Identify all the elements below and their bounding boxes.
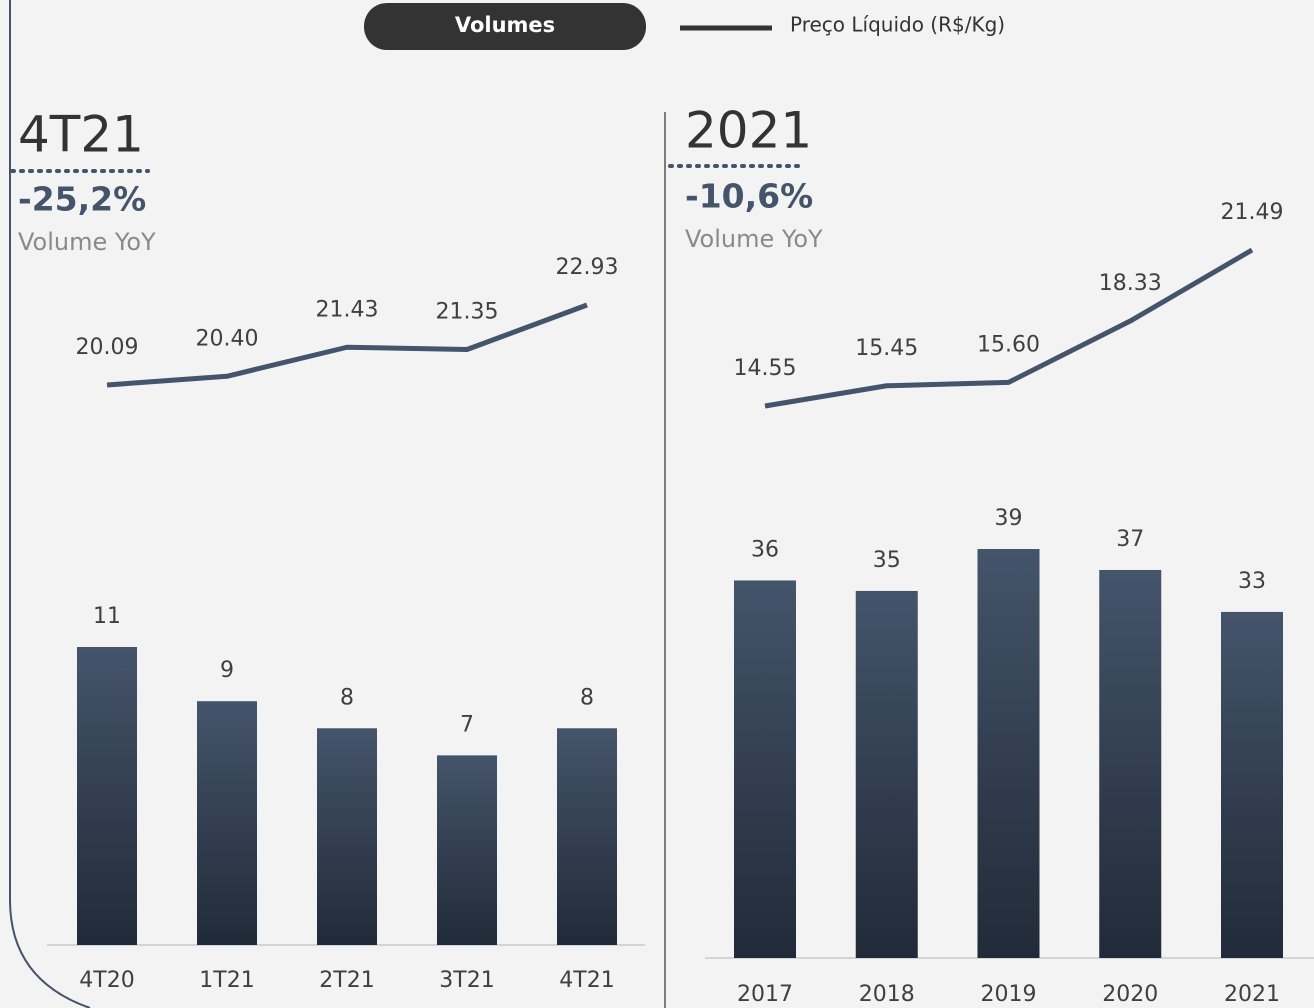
bar	[855, 590, 918, 958]
x-tick-label: 1T21	[199, 968, 254, 993]
bar	[77, 647, 137, 945]
x-tick-label: 2017	[737, 982, 793, 1007]
x-tick-label: 2019	[981, 982, 1037, 1007]
line-label: 14.55	[734, 356, 797, 381]
bar	[1099, 569, 1162, 958]
x-tick-label: 2020	[1102, 982, 1158, 1007]
bar	[1221, 611, 1283, 958]
line-label: 18.33	[1099, 271, 1162, 296]
line-label: 21.43	[316, 297, 379, 322]
bar	[437, 755, 497, 945]
kpi-value: -25,2%	[18, 180, 146, 219]
bar-label: 36	[751, 537, 779, 562]
bar-label: 35	[873, 548, 901, 573]
line	[106, 302, 588, 388]
bar-label: 11	[93, 604, 121, 629]
x-tick-label: 4T20	[79, 968, 134, 993]
kpi-value: -10,6%	[685, 177, 813, 216]
line-label: 20.40	[196, 326, 259, 351]
x-tick-label: 3T21	[439, 968, 494, 993]
kpi-label: Volume YoY	[685, 225, 823, 253]
x-tick-label: 2T21	[319, 968, 374, 993]
kpi-label: Volume YoY	[18, 228, 156, 256]
bar-label: 8	[580, 685, 594, 710]
line-label: 15.45	[855, 336, 918, 361]
line-label: 20.09	[76, 335, 139, 360]
line-label: 21.49	[1221, 200, 1284, 225]
legend-line: Preço Líquido (R$/Kg)	[790, 13, 1005, 37]
x-tick-label: 4T21	[559, 968, 614, 993]
bar-label: 9	[220, 658, 234, 683]
x-tick-label: 2018	[859, 982, 915, 1007]
bar-label: 8	[340, 685, 354, 710]
line-label: 22.93	[556, 255, 619, 280]
bar	[197, 701, 257, 945]
line-label: 21.35	[436, 300, 499, 325]
line-label: 15.60	[977, 332, 1040, 357]
bar-label: 39	[995, 506, 1023, 531]
bar	[317, 728, 377, 945]
bar-label: 33	[1238, 569, 1266, 594]
legend-pill	[364, 3, 646, 50]
bar	[977, 549, 1040, 958]
bar-label: 7	[460, 712, 474, 737]
legend-bar: Volumes	[455, 13, 555, 37]
bar	[557, 728, 617, 945]
panel-border	[9, 0, 91, 1008]
panel-title: 4T21	[18, 106, 144, 164]
x-tick-label: 2021	[1224, 982, 1280, 1007]
bar	[734, 580, 796, 958]
line	[764, 247, 1254, 409]
bar-label: 37	[1116, 527, 1144, 552]
panel-title: 2021	[685, 102, 812, 160]
